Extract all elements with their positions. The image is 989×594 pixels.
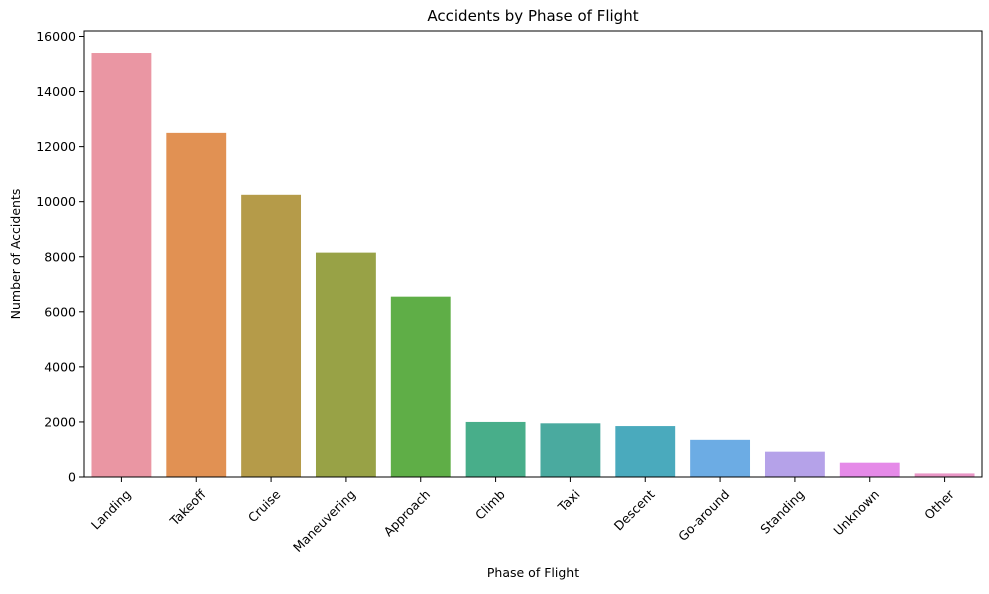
x-tick-label: Other xyxy=(921,486,957,522)
x-tick-label: Takeoff xyxy=(166,486,209,529)
bar-takeoff xyxy=(166,132,227,477)
y-tick-label: 6000 xyxy=(44,304,76,319)
x-tick-label: Climb xyxy=(472,487,508,523)
bar-standing xyxy=(764,451,825,477)
y-axis-label: Number of Accidents xyxy=(8,189,23,320)
x-tick-label: Approach xyxy=(380,487,433,540)
x-tick-label: Unknown xyxy=(830,487,882,539)
y-tick-label: 16000 xyxy=(36,29,76,44)
x-tick-label: Taxi xyxy=(554,487,582,515)
bar-other xyxy=(914,473,975,477)
x-tick-label: Go-around xyxy=(675,487,732,544)
bar-taxi xyxy=(540,423,601,477)
bar-cruise xyxy=(241,194,302,477)
y-tick-label: 2000 xyxy=(44,414,76,429)
y-tick-label: 8000 xyxy=(44,249,76,264)
x-tick-label: Cruise xyxy=(245,486,284,525)
bar-maneuvering xyxy=(315,252,376,477)
bar-climb xyxy=(465,421,526,477)
bar-descent xyxy=(615,426,676,477)
y-tick-label: 14000 xyxy=(36,84,76,99)
bar-unknown xyxy=(839,462,900,477)
bar-approach xyxy=(390,296,451,477)
y-tick-label: 12000 xyxy=(36,139,76,154)
y-tick-label: 10000 xyxy=(36,194,76,209)
chart-title: Accidents by Phase of Flight xyxy=(427,7,638,25)
x-axis-ticks: Landing Takeoff Cruise Maneuvering Approach C… xyxy=(88,477,957,555)
y-tick-label: 0 xyxy=(68,470,76,485)
bar-landing xyxy=(91,53,152,478)
x-tick-label: Maneuvering xyxy=(290,487,358,555)
bars xyxy=(91,53,975,478)
x-tick-label: Standing xyxy=(757,487,807,537)
x-axis-label: Phase of Flight xyxy=(487,565,579,580)
bar-go-around xyxy=(690,439,751,477)
y-axis-ticks: 0 2000 4000 6000 8000 10000 12000 14000 16000 xyxy=(36,29,84,485)
y-tick-label: 4000 xyxy=(44,359,76,374)
plot-frame xyxy=(83,30,983,478)
x-tick-label: Landing xyxy=(88,487,134,533)
x-tick-label: Descent xyxy=(611,487,658,534)
